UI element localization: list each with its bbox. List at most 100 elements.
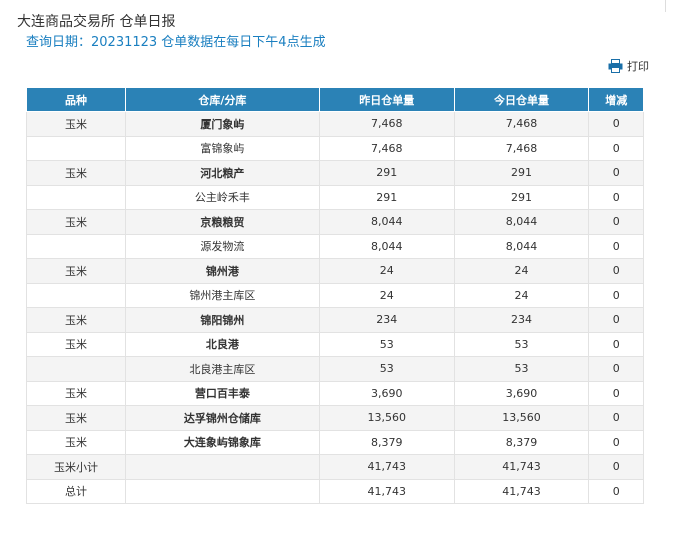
print-icon (608, 59, 623, 73)
subtitle: 查询日期：20231123 仓单数据在每日下午4点生成 (26, 35, 326, 50)
table-cell: 0 (588, 258, 644, 284)
table-cell: 7,468 (453, 135, 590, 161)
table-cell: 7,468 (453, 111, 590, 137)
table-cell: 0 (588, 429, 644, 455)
table-cell: 0 (588, 111, 644, 137)
table-cell: 0 (588, 356, 644, 382)
table-row: 玉米 锦阳锦州 234 234 0 (26, 307, 644, 333)
header-row: 品种 仓库/分库 昨日仓单量 今日仓单量 增减 (26, 87, 644, 112)
table-cell: 玉米 (26, 429, 126, 455)
table-row: 北良港主库区 53 53 0 (26, 356, 644, 382)
table-cell: 8,379 (318, 429, 455, 455)
table-cell (124, 478, 320, 504)
table-cell: 0 (588, 307, 644, 333)
table-cell (124, 454, 320, 480)
table-cell: 0 (588, 209, 644, 235)
table-row: 玉米 锦州港 24 24 0 (26, 258, 644, 284)
table-cell: 24 (453, 282, 590, 308)
table-cell: 0 (588, 380, 644, 406)
page-title: 大连商品交易所 仓单日报 (17, 14, 176, 30)
table-cell: 玉米 (26, 307, 126, 333)
table-cell: 13,560 (453, 405, 590, 431)
table-cell: 8,044 (318, 233, 455, 259)
table-cell: 7,468 (318, 111, 455, 137)
table-row: 锦州港主库区 24 24 0 (26, 282, 644, 308)
table-cell: 234 (318, 307, 455, 333)
table-cell: 41,743 (453, 454, 590, 480)
table-cell: 玉米 (26, 209, 126, 235)
print-label: 打印 (627, 60, 649, 73)
table-cell (26, 184, 126, 210)
table-cell: 北良港主库区 (124, 356, 320, 382)
table-cell: 厦门象屿 (124, 111, 320, 137)
column-header: 品种 (26, 87, 126, 112)
table-cell: 0 (588, 282, 644, 308)
table-cell: 0 (588, 160, 644, 186)
table-row: 玉米 河北粮产 291 291 0 (26, 160, 644, 186)
table-cell: 源发物流 (124, 233, 320, 259)
table-cell: 291 (318, 184, 455, 210)
table-cell: 291 (453, 160, 590, 186)
table-cell: 41,743 (318, 454, 455, 480)
table-cell: 河北粮产 (124, 160, 320, 186)
divider (665, 0, 666, 12)
table-cell: 0 (588, 331, 644, 357)
table-cell: 锦阳锦州 (124, 307, 320, 333)
table-cell: 8,044 (453, 233, 590, 259)
table-cell: 京粮粮贸 (124, 209, 320, 235)
print-button[interactable]: 打印 (608, 58, 649, 74)
table-cell: 0 (588, 184, 644, 210)
table-cell: 0 (588, 135, 644, 161)
table-row: 富锦象屿 7,468 7,468 0 (26, 135, 644, 161)
table-cell: 3,690 (453, 380, 590, 406)
table-cell: 0 (588, 233, 644, 259)
table-row: 玉米 营口百丰泰 3,690 3,690 0 (26, 380, 644, 406)
table-row: 玉米 厦门象屿 7,468 7,468 0 (26, 111, 644, 137)
column-header: 今日仓单量 (453, 87, 590, 112)
table-cell: 玉米 (26, 331, 126, 357)
table-cell: 24 (318, 282, 455, 308)
table-cell: 玉米 (26, 160, 126, 186)
table-cell: 富锦象屿 (124, 135, 320, 161)
table-cell: 公主岭禾丰 (124, 184, 320, 210)
table-cell (26, 282, 126, 308)
column-header: 昨日仓单量 (318, 87, 455, 112)
table-cell: 玉米 (26, 111, 126, 137)
column-header: 增减 (588, 87, 644, 112)
table-cell: 0 (588, 478, 644, 504)
table-cell: 玉米 (26, 380, 126, 406)
table-cell: 8,044 (318, 209, 455, 235)
table-cell: 53 (453, 356, 590, 382)
column-header: 仓库/分库 (124, 87, 320, 112)
table-cell: 53 (318, 356, 455, 382)
warehouse-table: 品种 仓库/分库 昨日仓单量 今日仓单量 增减 玉米 厦门象屿 7,468 7,468 0 富锦象… (26, 87, 644, 504)
table-cell: 营口百丰泰 (124, 380, 320, 406)
table-cell: 锦州港 (124, 258, 320, 284)
table-cell: 53 (318, 331, 455, 357)
table-cell (26, 233, 126, 259)
table-row: 玉米 京粮粮贸 8,044 8,044 0 (26, 209, 644, 235)
table-cell: 8,044 (453, 209, 590, 235)
table-cell: 8,379 (453, 429, 590, 455)
table-row: 总计 41,743 41,743 0 (26, 478, 644, 504)
table-cell: 总计 (26, 478, 126, 504)
table-cell: 0 (588, 405, 644, 431)
table-cell (26, 135, 126, 161)
table-cell: 玉米小计 (26, 454, 126, 480)
table-cell: 锦州港主库区 (124, 282, 320, 308)
table-cell: 北良港 (124, 331, 320, 357)
table-cell: 291 (318, 160, 455, 186)
table-cell: 41,743 (453, 478, 590, 504)
table-row: 源发物流 8,044 8,044 0 (26, 233, 644, 259)
table-cell: 41,743 (318, 478, 455, 504)
table-cell: 13,560 (318, 405, 455, 431)
table-cell: 24 (453, 258, 590, 284)
table-row: 玉米 北良港 53 53 0 (26, 331, 644, 357)
table-cell: 玉米 (26, 405, 126, 431)
table-cell: 3,690 (318, 380, 455, 406)
table-row: 玉米小计 41,743 41,743 0 (26, 454, 644, 480)
table-cell: 53 (453, 331, 590, 357)
table-cell: 291 (453, 184, 590, 210)
table-row: 玉米 大连象屿锦象库 8,379 8,379 0 (26, 429, 644, 455)
table-cell: 24 (318, 258, 455, 284)
